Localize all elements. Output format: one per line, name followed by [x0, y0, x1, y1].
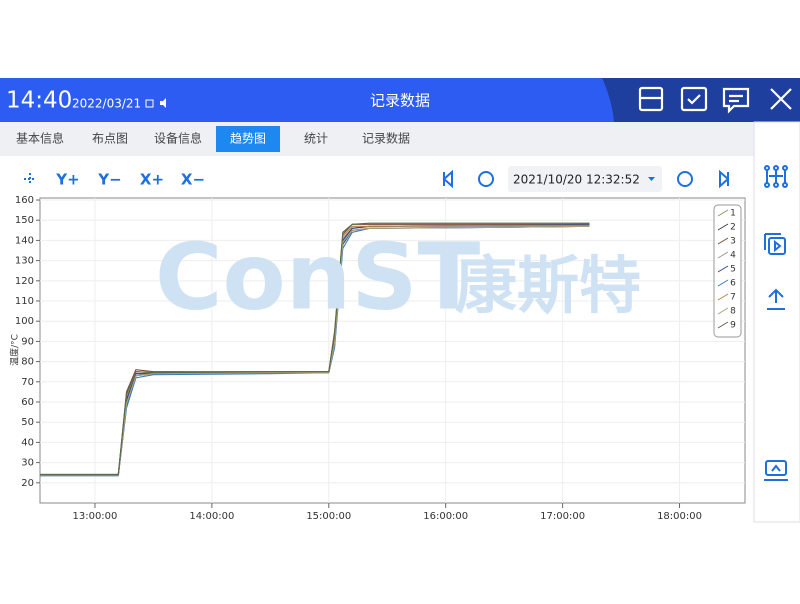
y-tick-label: 70	[21, 377, 34, 388]
watermark-name: 康斯特	[455, 249, 641, 322]
legend-label: 6	[730, 279, 736, 289]
tab-active[interactable]	[216, 126, 280, 152]
y-tick-label: 120	[15, 276, 34, 287]
legend-label: 3	[730, 237, 736, 247]
tab[interactable]: 布点图	[92, 132, 128, 146]
page-title: 记录数据	[370, 92, 430, 110]
y-tick-label: 100	[15, 316, 34, 327]
legend-swatch	[717, 209, 729, 217]
sidebar	[753, 121, 800, 523]
datetime: 2021/10/20 12:32:52	[513, 173, 640, 187]
date: 2022/03/21	[72, 97, 141, 111]
y-tick-label: 160	[15, 195, 34, 206]
series-line	[40, 225, 590, 476]
legend-label: 2	[730, 223, 736, 233]
icon	[160, 98, 166, 108]
y-tick-label: 20	[21, 478, 34, 489]
tab[interactable]: 趋势图	[230, 132, 266, 146]
header-icons[interactable]	[638, 86, 792, 114]
toolbar-button[interactable]: X+	[140, 171, 164, 189]
x-tick-label: 17:00:00	[540, 511, 585, 522]
tab[interactable]: 设备信息	[154, 131, 202, 146]
y-tick-label: 130	[15, 256, 34, 267]
x-tick-label: 14:00:00	[189, 511, 234, 522]
series-line	[40, 222, 590, 476]
legend-swatch	[717, 279, 729, 287]
toolbar-button[interactable]: Y+	[55, 171, 79, 189]
header-right	[602, 78, 800, 122]
y-tick-label: 30	[21, 458, 34, 469]
x-tick-label: 15:00:00	[306, 511, 351, 522]
toolbar-button[interactable]: X−	[181, 171, 205, 189]
legend-label: 9	[730, 321, 736, 331]
y-tick-label: 40	[21, 437, 34, 448]
y-tick-label: 110	[15, 296, 34, 307]
y-tick-label: 140	[15, 235, 34, 246]
legend-swatch	[717, 223, 729, 231]
legend-label: 7	[730, 293, 736, 303]
legend-swatch	[717, 293, 729, 301]
tab[interactable]: 基本信息	[16, 131, 64, 146]
legend-label: 8	[730, 307, 736, 317]
time: 14:40	[6, 88, 72, 114]
legend-swatch	[717, 237, 729, 245]
y-tick-label: 80	[21, 357, 34, 368]
y-label: 温度/°C	[9, 334, 21, 366]
dropdown-arrow	[648, 177, 655, 181]
toolbar-button[interactable]: Y−	[97, 171, 121, 189]
legend-label: 1	[730, 209, 736, 219]
tab[interactable]: 统计	[304, 132, 328, 146]
y-tick-label: 150	[15, 215, 34, 226]
datetime-box[interactable]	[508, 166, 662, 192]
legend-swatch	[717, 307, 729, 315]
legend-label: 4	[730, 251, 736, 261]
y-tick-label: 90	[21, 336, 34, 347]
watermark-brand: ConST	[155, 223, 480, 330]
x-tick-label: 18:00:00	[657, 511, 702, 522]
legend	[713, 204, 742, 338]
y-tick-label: 50	[21, 417, 34, 428]
nav-icons[interactable]	[24, 169, 730, 189]
x-tick-label: 16:00:00	[423, 511, 468, 522]
plot-area	[39, 197, 746, 504]
legend-swatch	[717, 265, 729, 273]
y-tick-label: 60	[21, 397, 34, 408]
x-tick-label: 13:00:00	[72, 511, 117, 522]
legend-swatch	[717, 321, 729, 329]
sidebar-icons[interactable]	[764, 165, 788, 481]
tab-bar	[0, 122, 800, 156]
legend-label: 5	[730, 265, 736, 275]
icon	[145, 99, 154, 108]
tab[interactable]: 记录数据	[362, 131, 410, 146]
legend-swatch	[717, 251, 729, 259]
